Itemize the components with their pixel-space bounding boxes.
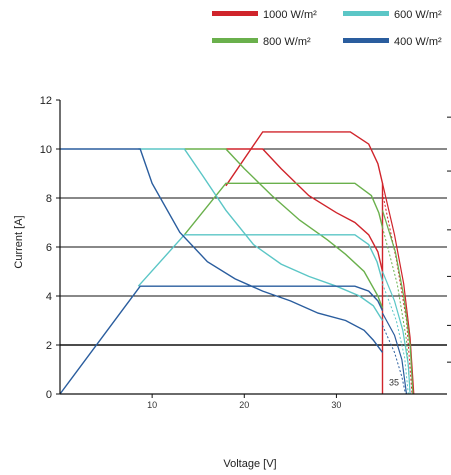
series-0-current-limit-line	[225, 131, 384, 394]
axes: 0 2 4 6 8 10 12 10 20 30 35	[40, 95, 451, 410]
y-tick-label-2: 2	[46, 340, 52, 352]
x-tick-label-30: 30	[331, 400, 341, 410]
y-tick-label-10: 10	[40, 144, 52, 156]
series-0-dotted-line	[382, 192, 413, 395]
series-1-current-limit-line	[183, 182, 384, 236]
series-3-iv-tail-line	[381, 312, 408, 395]
series-1-dotted-line	[382, 227, 411, 395]
legend-label-1: 800 W/m²	[263, 36, 311, 48]
legend-swatch-0	[212, 11, 258, 16]
y-tick-label-6: 6	[46, 242, 52, 254]
legend-swatch-2	[343, 11, 389, 16]
series-1-iv-tail-line	[381, 210, 414, 395]
legend-label-2: 600 W/m²	[394, 9, 442, 21]
y-tick-label-8: 8	[46, 193, 52, 205]
legend-swatch-3	[343, 38, 389, 43]
x-tick-label-20: 20	[239, 400, 249, 410]
legend-swatch-1	[212, 38, 258, 43]
y-axis-label: Current [A]	[13, 215, 25, 268]
series-3-power-limit-line	[60, 148, 384, 353]
legend-label-3: 400 W/m²	[394, 36, 442, 48]
series-1-power-limit-line	[184, 148, 384, 309]
x-axis-label: Voltage [V]	[223, 458, 276, 470]
series-2-iv-tail-line	[381, 271, 411, 395]
y-tick-label-12: 12	[40, 95, 52, 107]
x-tick-label-10: 10	[147, 400, 157, 410]
series-2-current-limit-line	[137, 234, 384, 287]
series-0-power-limit-line	[225, 148, 384, 272]
series-3-current-limit-line	[59, 285, 384, 395]
y-tick-label-4: 4	[46, 291, 52, 303]
series-layer	[59, 131, 415, 395]
y-tick-label-0: 0	[46, 389, 52, 401]
legend-label-0: 1000 W/m²	[263, 9, 317, 21]
annotation-0: 35	[389, 377, 399, 387]
series-2-power-limit-line	[138, 148, 384, 321]
legend: 1000 W/m² 600 W/m² 800 W/m² 400 W/m²	[212, 9, 442, 48]
series-0-iv-tail-line	[381, 183, 415, 395]
